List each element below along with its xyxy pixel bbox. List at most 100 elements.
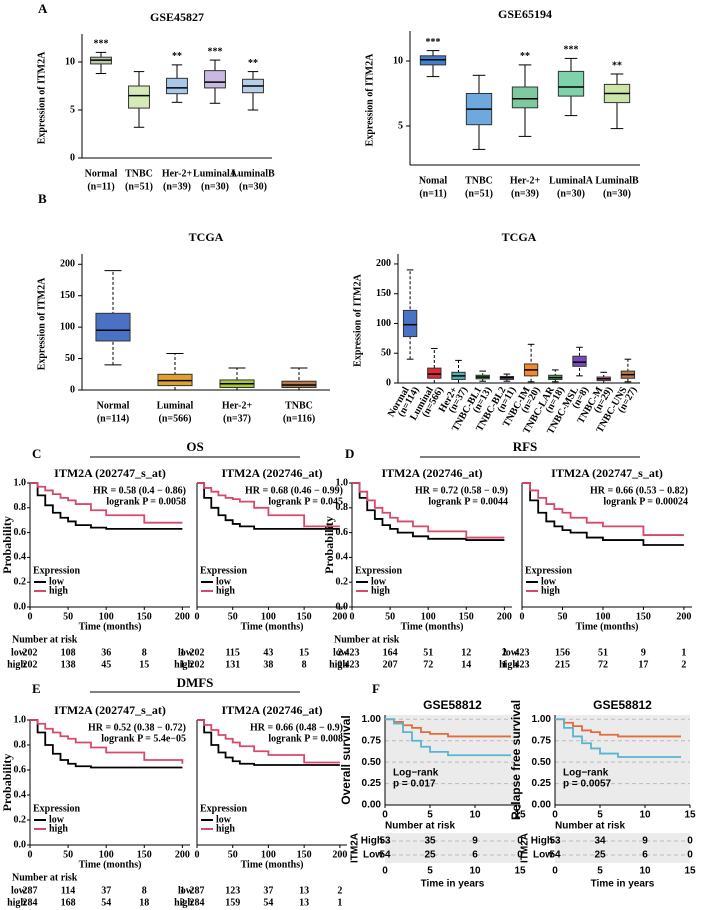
risk-row-name: low xyxy=(178,647,194,658)
legend-label: low xyxy=(541,576,557,587)
risk-title: Number at risk xyxy=(385,821,455,832)
survival-curve xyxy=(197,482,340,528)
y-tick-label: 0.25 xyxy=(532,778,552,789)
y-tick-label: 10 xyxy=(65,56,75,67)
y-tick-label: 0.2 xyxy=(336,576,349,587)
risk-count: 9 xyxy=(642,836,648,847)
x-axis-label: Time (months) xyxy=(79,621,142,632)
panel-label: D xyxy=(345,446,354,461)
x-axis-label: Time in years xyxy=(591,879,655,890)
annotation: HR = 0.68 (0.46 − 0.99) xyxy=(245,485,343,496)
y-axis-label: Expression of ITM2A xyxy=(36,277,47,370)
y-tick-label: 0.0 xyxy=(14,839,27,850)
annotation: p = 0.017 xyxy=(393,779,436,790)
legend-label: high xyxy=(541,585,560,596)
risk-count: 9 xyxy=(641,647,646,658)
legend-label: high xyxy=(371,585,390,596)
survival-curve xyxy=(30,719,183,769)
survival-curve xyxy=(30,719,184,764)
risk-count: 1 xyxy=(337,897,342,908)
x-tick-label: 200 xyxy=(332,849,347,860)
risk-count: 202 xyxy=(190,659,205,670)
y-tick-label: 0.6 xyxy=(336,527,349,538)
y-tick-label: 0.2 xyxy=(14,814,27,825)
risk-count: 2 xyxy=(337,647,342,658)
y-axis-label: Expression of ITM2A xyxy=(352,273,363,366)
y-tick-label: 100 xyxy=(60,321,75,332)
risk-count: 6 xyxy=(472,850,478,861)
x-tick-label: 100 xyxy=(595,611,610,622)
x-tick-label: 50 xyxy=(63,849,73,860)
risk-count: 15 xyxy=(299,647,309,658)
y-tick-label: 0.25 xyxy=(362,778,382,789)
significance: ** xyxy=(248,58,258,69)
x-tick-label: 0 xyxy=(382,866,388,877)
x-tick-label: 10 xyxy=(639,866,651,877)
risk-count: 37 xyxy=(263,885,273,896)
legend-label: high xyxy=(49,585,68,596)
y-axis-label: Relapse free survival xyxy=(509,700,523,820)
y-tick-label: 5 xyxy=(398,120,403,131)
x-tick-label: 0 xyxy=(552,866,558,877)
risk-row-name: low xyxy=(333,647,349,658)
risk-count: 168 xyxy=(61,897,76,908)
risk-count: 14 xyxy=(461,659,471,670)
x-tick-label: (n=51) xyxy=(125,181,153,192)
chart-title: ITM2A (202746_at) xyxy=(222,703,323,717)
risk-row-name: high xyxy=(174,897,193,908)
y-axis-label: Probability xyxy=(322,516,336,574)
survival-curve xyxy=(522,482,684,546)
risk-count: 202 xyxy=(23,659,38,670)
risk-count: 8 xyxy=(142,647,147,658)
x-tick-label: 150 xyxy=(459,611,474,622)
risk-count: 0 xyxy=(517,836,523,847)
x-tick-label: TNBC xyxy=(285,400,313,411)
x-tick-label: 100 xyxy=(99,611,114,622)
significance: ** xyxy=(172,51,182,62)
legend-title: Expression xyxy=(355,565,402,576)
chart-title: ITM2A (202747_s_at) xyxy=(551,466,663,480)
y-tick-label: 50 xyxy=(381,348,391,359)
box xyxy=(402,309,418,338)
risk-count: 114 xyxy=(61,885,75,896)
legend-label: low xyxy=(371,576,387,587)
risk-count: 35 xyxy=(424,836,436,847)
significance: *** xyxy=(426,37,441,48)
chart-title: GSE45827 xyxy=(150,10,204,24)
y-tick-label: 0.2 xyxy=(14,576,27,587)
x-tick-label: 0 xyxy=(28,849,33,860)
risk-count: 215 xyxy=(555,659,570,670)
risk-count: 207 xyxy=(383,659,398,670)
x-tick-label: 5 xyxy=(427,810,433,821)
x-tick-label: 100 xyxy=(261,611,276,622)
significance: ** xyxy=(520,51,530,62)
risk-count: 51 xyxy=(423,647,433,658)
risk-count: 13 xyxy=(299,885,309,896)
box xyxy=(204,70,226,89)
x-tick-label: (n=51) xyxy=(465,188,493,199)
annotation: HR = 0.58 (0.4 − 0.86) xyxy=(93,485,186,496)
y-tick-label: 0.6 xyxy=(14,764,27,775)
y-tick-label: 50 xyxy=(65,353,75,364)
x-tick-label: (n=30) xyxy=(603,188,631,199)
x-tick-label: TNBC xyxy=(125,168,153,179)
risk-count: 423 xyxy=(345,647,360,658)
risk-count: 15 xyxy=(139,659,149,670)
y-tick-label: 0.50 xyxy=(362,757,382,768)
y-tick-label: 0.0 xyxy=(14,601,27,612)
x-tick-label: (n=11) xyxy=(419,188,446,199)
x-tick-label: (n=39) xyxy=(163,181,191,192)
y-tick-label: 0.8 xyxy=(14,739,27,750)
survival-curve xyxy=(555,718,681,758)
x-axis-label: Time (months) xyxy=(241,859,304,870)
risk-title: Number at risk xyxy=(555,821,625,832)
x-tick-label: Nomal xyxy=(419,175,448,186)
box xyxy=(557,70,585,97)
y-axis-label: Probability xyxy=(0,754,14,812)
x-tick-label: 50 xyxy=(385,611,395,622)
x-tick-label: 15 xyxy=(514,866,526,877)
x-tick-label: 15 xyxy=(514,810,526,821)
risk-row-name: high xyxy=(7,659,26,670)
group-title: OS xyxy=(186,439,203,454)
y-tick-label: 0.6 xyxy=(14,527,27,538)
